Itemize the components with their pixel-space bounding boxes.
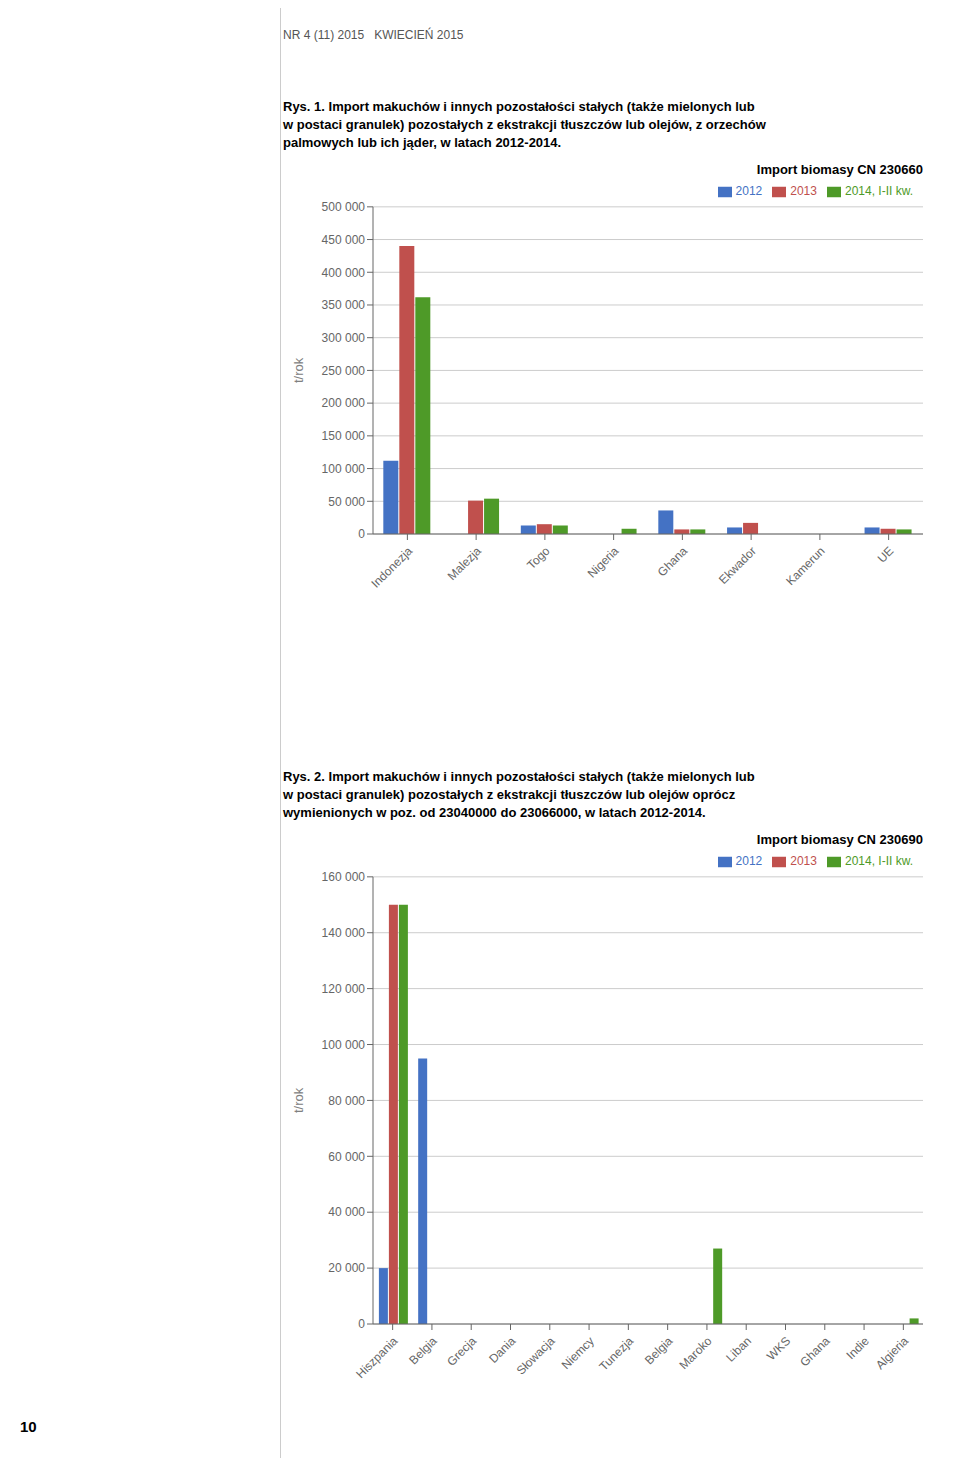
svg-text:WKS: WKS bbox=[764, 1334, 793, 1363]
svg-text:Hiszpania: Hiszpania bbox=[353, 1334, 400, 1381]
html-text:Import biomasy CN 230690: Import biomasy CN 230690 bbox=[756, 832, 923, 847]
svg-text:250 000: 250 000 bbox=[322, 364, 366, 378]
svg-text:Ekwador: Ekwador bbox=[716, 544, 759, 587]
svg-text:200 000: 200 000 bbox=[322, 396, 366, 410]
svg-text:Tunezja: Tunezja bbox=[596, 1334, 636, 1374]
svg-text:Indie: Indie bbox=[844, 1334, 873, 1363]
html-text:10: 10 bbox=[20, 1418, 37, 1435]
svg-text:120 000: 120 000 bbox=[322, 982, 366, 996]
svg-text:100 000: 100 000 bbox=[322, 462, 366, 476]
svg-text:400 000: 400 000 bbox=[322, 266, 366, 280]
svg-text:Liban: Liban bbox=[723, 1334, 754, 1365]
svg-text:0: 0 bbox=[358, 527, 365, 541]
svg-text:Malezja: Malezja bbox=[445, 544, 484, 583]
svg-text:Togo: Togo bbox=[524, 544, 553, 573]
svg-text:350 000: 350 000 bbox=[322, 298, 366, 312]
svg-text:t/rok: t/rok bbox=[291, 1087, 306, 1113]
svg-text:Algieria: Algieria bbox=[873, 1334, 911, 1372]
html-text:2014, I-II kw.: 2014, I-II kw. bbox=[845, 184, 913, 198]
html-text:Import biomasy CN 230660: Import biomasy CN 230660 bbox=[756, 162, 923, 177]
svg-text:450 000: 450 000 bbox=[322, 233, 366, 247]
svg-text:Maroko: Maroko bbox=[677, 1334, 715, 1372]
svg-text:0: 0 bbox=[358, 1317, 365, 1331]
svg-text:Słowacja: Słowacja bbox=[514, 1334, 558, 1378]
svg-text:Indonezja: Indonezja bbox=[368, 544, 415, 591]
svg-text:20 000: 20 000 bbox=[328, 1261, 365, 1275]
svg-text:Belgia: Belgia bbox=[406, 1334, 440, 1368]
svg-text:UE: UE bbox=[875, 544, 897, 566]
svg-text:Dania: Dania bbox=[486, 1334, 518, 1366]
svg-text:60 000: 60 000 bbox=[328, 1150, 365, 1164]
svg-text:100 000: 100 000 bbox=[322, 1038, 366, 1052]
html-text:w postaci granulek) pozostałyc: w postaci granulek) pozostałych z ekstra… bbox=[283, 117, 766, 132]
html-text:Rys. 1. Import makuchów i inny: Rys. 1. Import makuchów i innych pozosta… bbox=[283, 99, 755, 114]
html-text:2014, I-II kw.: 2014, I-II kw. bbox=[845, 854, 913, 868]
svg-text:Kamerun: Kamerun bbox=[783, 544, 827, 588]
svg-text:150 000: 150 000 bbox=[322, 429, 366, 443]
html-text:2012: 2012 bbox=[735, 854, 763, 868]
html-text:2012: 2012 bbox=[735, 184, 763, 198]
html-text:palmowych lub ich jąder, w lat: palmowych lub ich jąder, w latach 2012-2… bbox=[283, 135, 562, 150]
html-text:2013: 2013 bbox=[790, 854, 817, 868]
svg-text:80 000: 80 000 bbox=[328, 1094, 365, 1108]
svg-text:Belgia: Belgia bbox=[642, 1334, 676, 1368]
svg-text:Nigeria: Nigeria bbox=[585, 544, 622, 581]
svg-text:140 000: 140 000 bbox=[322, 926, 366, 940]
html-text:2013: 2013 bbox=[790, 184, 817, 198]
svg-text:Niemcy: Niemcy bbox=[559, 1334, 597, 1372]
svg-text:Ghana: Ghana bbox=[655, 544, 691, 580]
svg-text:Grecja: Grecja bbox=[444, 1334, 479, 1369]
svg-text:50 000: 50 000 bbox=[328, 495, 365, 509]
svg-text:500 000: 500 000 bbox=[322, 200, 366, 214]
svg-text:t/rok: t/rok bbox=[291, 357, 306, 383]
html-text:NR 4 (11) 2015 KWIECIEŃ 2015: NR 4 (11) 2015 KWIECIEŃ 2015 bbox=[283, 28, 464, 42]
html-text:w postaci granulek) pozostałyc: w postaci granulek) pozostałych z ekstra… bbox=[283, 787, 736, 802]
svg-text:40 000: 40 000 bbox=[328, 1205, 365, 1219]
html-text:Rys. 2. Import makuchów i inny: Rys. 2. Import makuchów i innych pozosta… bbox=[283, 769, 755, 784]
svg-text:Ghana: Ghana bbox=[797, 1334, 833, 1370]
svg-text:300 000: 300 000 bbox=[322, 331, 366, 345]
svg-text:160 000: 160 000 bbox=[322, 870, 366, 884]
html-text:wymienionych w poz. od 2304000: wymienionych w poz. od 23040000 do 23066… bbox=[283, 805, 706, 820]
